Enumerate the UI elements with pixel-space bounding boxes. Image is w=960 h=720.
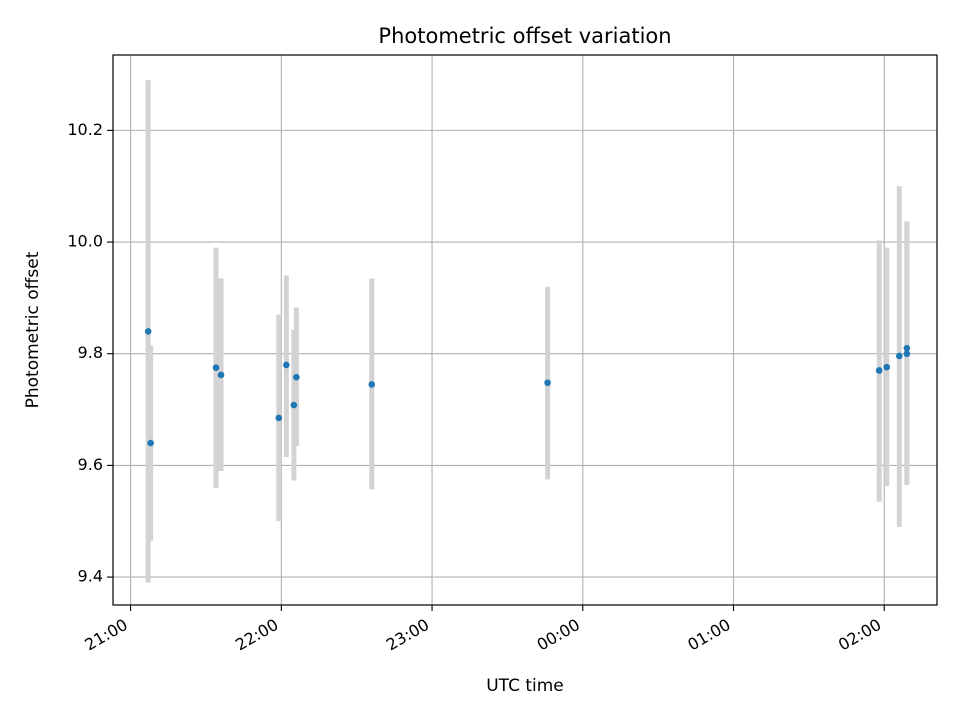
data-point <box>875 367 883 374</box>
data-point <box>903 350 911 358</box>
data-point <box>883 363 891 371</box>
grid-lines <box>113 55 937 605</box>
data-point <box>144 328 152 335</box>
y-tick-label: 9.8 <box>78 343 103 362</box>
plot-frame <box>112 54 938 606</box>
x-axis-label: UTC time <box>486 676 564 696</box>
data-point <box>217 371 225 379</box>
data-point <box>896 352 903 360</box>
y-tick-label: 10.2 <box>67 120 103 139</box>
chart-title: Photometric offset variation <box>378 24 671 48</box>
data-point <box>147 439 154 447</box>
data-point <box>283 361 290 369</box>
data-point <box>293 373 300 381</box>
data-point <box>544 379 551 387</box>
y-axis-ticks: 9.4 9.6 9.8 10.0 10.2 <box>67 120 113 586</box>
data-point <box>368 381 376 388</box>
data-point <box>290 401 298 409</box>
y-axis-label: Photometric offset <box>23 251 43 408</box>
y-tick-label: 10.0 <box>67 232 103 251</box>
data-point <box>275 414 283 422</box>
data-point <box>903 344 911 352</box>
y-tick-label: 9.4 <box>78 567 103 586</box>
data-points <box>144 328 911 447</box>
y-tick-label: 9.6 <box>78 455 103 474</box>
data-point <box>212 364 220 371</box>
